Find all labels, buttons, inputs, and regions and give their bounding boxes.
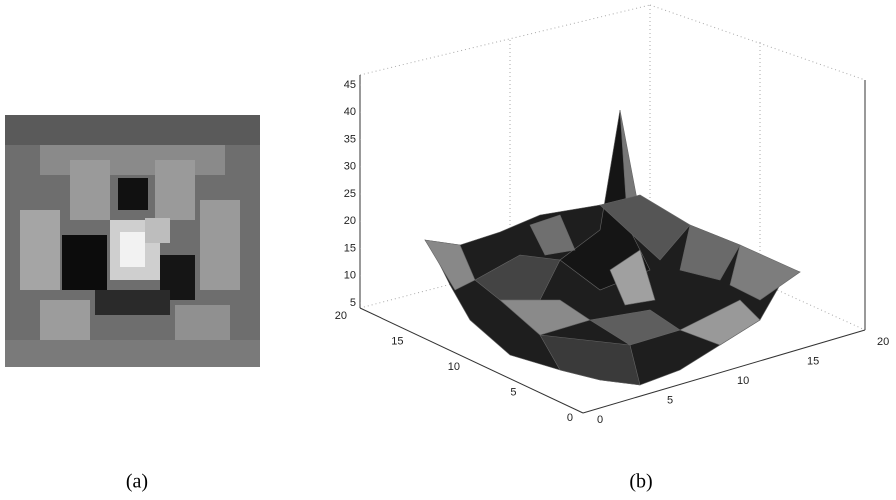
caption-a: (a) <box>126 471 148 493</box>
figure: (a) (b) 5 10 15 20 25 30 35 40 45 0 5 10 15 20 0 5 10 15 2… <box>0 0 896 500</box>
x-tick-label: 20 <box>877 336 889 348</box>
surface <box>425 110 800 385</box>
y-tick-label: 5 <box>510 386 516 398</box>
z-tick-label: 45 <box>344 79 356 91</box>
y-tick-label: 15 <box>391 335 403 347</box>
y-tick-label: 0 <box>567 412 573 424</box>
x-tick-label: 5 <box>667 394 673 406</box>
z-tick-label: 35 <box>344 133 356 145</box>
z-tick-label: 25 <box>344 188 356 200</box>
caption-b: (b) <box>629 471 652 493</box>
z-tick-label: 30 <box>344 161 356 173</box>
z-tick-label: 20 <box>344 215 356 227</box>
z-tick-label: 5 <box>350 297 356 309</box>
z-tick-label: 40 <box>344 106 356 118</box>
x-tick-label: 15 <box>807 355 819 367</box>
page: {"figure_a": {"caption": "(a)"}, "figure… <box>0 0 896 500</box>
y-tick-label: 20 <box>335 310 347 322</box>
x-tick-label: 0 <box>597 414 603 426</box>
pixel-image <box>5 115 260 367</box>
x-tick-label: 10 <box>737 375 749 387</box>
z-tick-label: 15 <box>344 242 356 254</box>
z-tick-label: 10 <box>344 270 356 282</box>
y-tick-label: 10 <box>448 361 460 373</box>
